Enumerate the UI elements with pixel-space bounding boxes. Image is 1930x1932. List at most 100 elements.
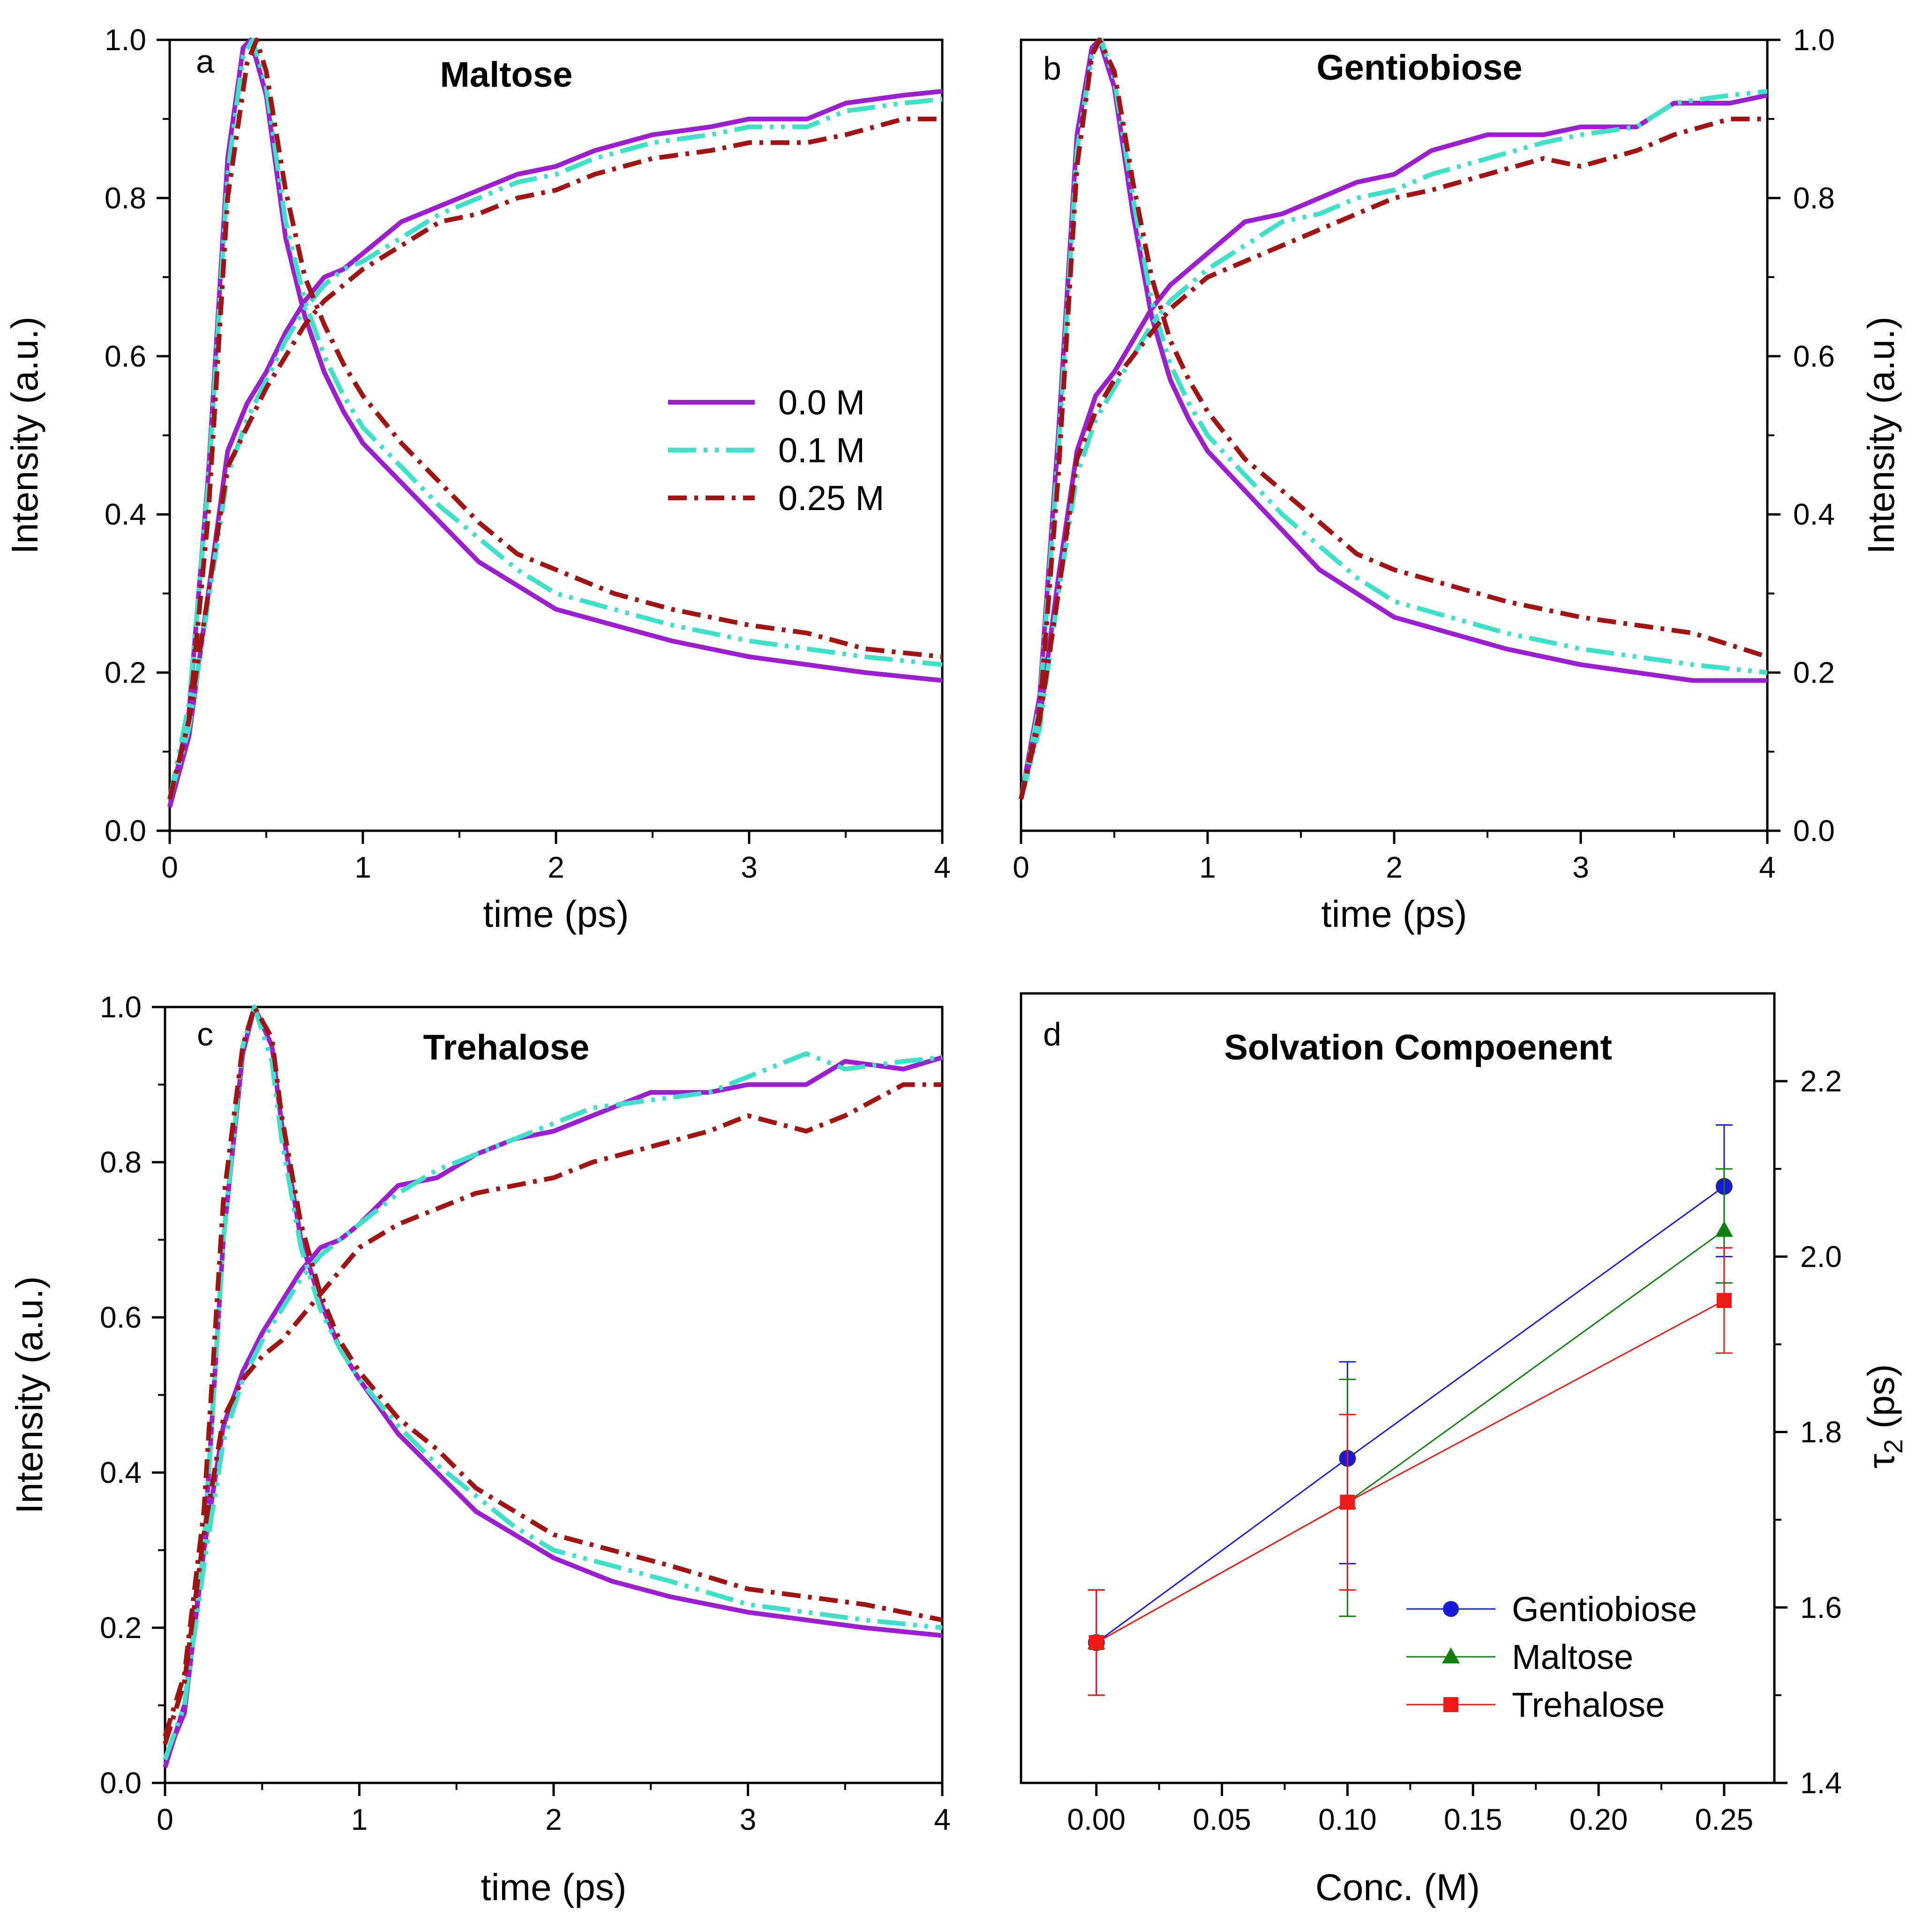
x-tick-label: 0.10 (1318, 1803, 1377, 1836)
y-tick-label: 1.0 (100, 990, 142, 1024)
x-tick-label: 4 (934, 1803, 951, 1836)
series-line-01M-peak (163, 1005, 943, 1760)
x-tick-label: 2 (1386, 850, 1403, 884)
x-tick-label: 4 (1759, 850, 1776, 884)
y-tick-label: 0.8 (100, 1145, 142, 1179)
y-tick-label: 0.6 (100, 1301, 142, 1334)
panel-title: Gentiobiose (1316, 48, 1522, 88)
x-tick-label: 0 (157, 1803, 173, 1836)
y-axis-label-symbol: τ (1860, 1454, 1902, 1469)
legend-label: Maltose (1512, 1638, 1633, 1676)
x-tick-label: 1 (354, 850, 371, 884)
y-tick-label: 0.8 (1793, 181, 1835, 215)
series-line-01M-rise (167, 97, 943, 800)
x-tick-label: 3 (1572, 850, 1589, 884)
y-axis-label: Intensity (a.u.) (4, 316, 45, 554)
y-tick-label: 0.2 (1793, 656, 1835, 690)
y-tick-label: 2.0 (1800, 1240, 1842, 1273)
y-tick-label: 1.4 (1800, 1766, 1842, 1800)
series-line-00M-rise (163, 1055, 943, 1768)
x-tick-label: 2 (548, 850, 564, 884)
series-line-00M-rise (1019, 93, 1768, 800)
legend-marker (1443, 1697, 1458, 1712)
x-tick-label: 1 (1199, 850, 1216, 884)
y-tick-label: 0.6 (1793, 339, 1835, 373)
panel-b-gentiobiose: 0 1 2 3 4 0.0 0.2 0.4 0.6 0.8 1.0 time (ps) Intensit… (1013, 23, 1902, 935)
legend-label: 0.0 M (778, 383, 865, 422)
legend-label: Gentiobiose (1512, 1590, 1697, 1629)
y-tick-label: 0.4 (100, 1456, 142, 1489)
series-line-025M-peak (163, 1005, 943, 1737)
series-line-025M-peak (1019, 38, 1768, 800)
y-tick-label: 0.0 (105, 814, 146, 848)
series-line-00M-peak (1019, 38, 1767, 800)
series-line-Gentiobiose (1096, 1186, 1725, 1643)
y-tick-label: 0.2 (100, 1611, 142, 1645)
series-line-00M-peak (167, 38, 943, 808)
plot-frame (1020, 992, 1776, 1784)
series-line-Maltose (1096, 1229, 1725, 1643)
legend-marker (1443, 1601, 1459, 1617)
y-axis-label: Intensity (a.u.) (1860, 316, 1902, 554)
data-point-Maltose (1715, 1221, 1733, 1237)
y-tick-label: 1.0 (1793, 23, 1835, 57)
panel-letter: c (197, 1016, 213, 1052)
data-point-Trehalose (1716, 1293, 1732, 1308)
legend-label: 0.1 M (778, 431, 865, 470)
x-tick-label: 2 (545, 1803, 562, 1836)
panel-title: Maltose (440, 55, 573, 95)
x-tick-label: 3 (740, 1803, 757, 1836)
y-tick-label: 1.8 (1800, 1415, 1842, 1449)
series-line-025M-peak (167, 38, 943, 800)
data-point-Trehalose (1089, 1635, 1104, 1650)
x-tick-label: 4 (934, 850, 951, 884)
x-axis-label: Conc. (M) (1315, 1866, 1480, 1908)
x-tick-label: 1 (351, 1803, 368, 1836)
x-tick-label: 0.00 (1067, 1803, 1126, 1836)
y-axis-label-unit: (ps) (1860, 1364, 1902, 1439)
panel-a-maltose: 0 1 2 3 4 0.0 0.2 0.4 0.6 0.8 1.0 time (ps) Intensit… (4, 23, 951, 935)
panel-title: Trehalose (423, 1028, 590, 1067)
data-point-Trehalose (1340, 1495, 1355, 1510)
y-tick-label: 0.4 (1793, 497, 1835, 531)
panel-letter: a (196, 43, 214, 80)
y-tick-label: 0.8 (105, 181, 146, 215)
panel-letter: d (1043, 1016, 1061, 1052)
y-tick-label: 0.0 (100, 1766, 142, 1800)
y-tick-label: 0.4 (105, 497, 146, 531)
y-tick-label: 0.6 (105, 339, 146, 373)
y-axis-label: Intensity (a.u.) (8, 1276, 50, 1514)
y-tick-label: 1.6 (1800, 1591, 1842, 1624)
x-tick-label: 0.05 (1193, 1803, 1251, 1836)
x-axis-label: time (ps) (481, 1866, 626, 1908)
series-line-025M-rise (1019, 116, 1767, 800)
plot-frame (1020, 38, 1769, 832)
legend-marker (1442, 1647, 1460, 1663)
y-tick-label: 0.2 (105, 656, 146, 690)
series-line-01M-rise (163, 1051, 943, 1760)
panel-letter: b (1043, 50, 1061, 87)
x-axis-label: time (ps) (483, 893, 629, 935)
panel-title: Solvation Compoenent (1224, 1028, 1612, 1067)
y-tick-label: 0.0 (1793, 814, 1835, 848)
series-line-01M-peak (1019, 38, 1768, 800)
x-tick-label: 0.20 (1570, 1803, 1628, 1836)
series-line-00M-rise (167, 89, 943, 808)
series-line-025M-rise (163, 1082, 942, 1745)
x-tick-label: 0.15 (1444, 1803, 1502, 1836)
x-tick-label: 0 (161, 850, 178, 884)
y-tick-label: 2.2 (1800, 1064, 1842, 1098)
y-tick-label: 1.0 (105, 23, 146, 57)
series-line-025M-rise (167, 116, 942, 800)
panel-d-solvation: 0.00 0.05 0.10 0.15 0.20 0.25 1.4 1.6 1.8 2.0 2.2 C… (1020, 992, 1908, 1908)
y-axis-label-subscript: 2 (1878, 1439, 1908, 1454)
x-tick-label: 3 (741, 850, 758, 884)
x-tick-label: 0.25 (1695, 1803, 1754, 1836)
legend-label: Trehalose (1512, 1685, 1665, 1724)
series-line-01M-rise (1019, 89, 1768, 800)
y-axis-label: τ2 (ps) (1860, 1364, 1908, 1469)
legend-label: 0.25 M (778, 479, 884, 518)
panel-c-trehalose: 0 1 2 3 4 0.0 0.2 0.4 0.6 0.8 1.0 time (ps) Intensit… (8, 990, 951, 1908)
x-axis-label: time (ps) (1321, 893, 1467, 935)
